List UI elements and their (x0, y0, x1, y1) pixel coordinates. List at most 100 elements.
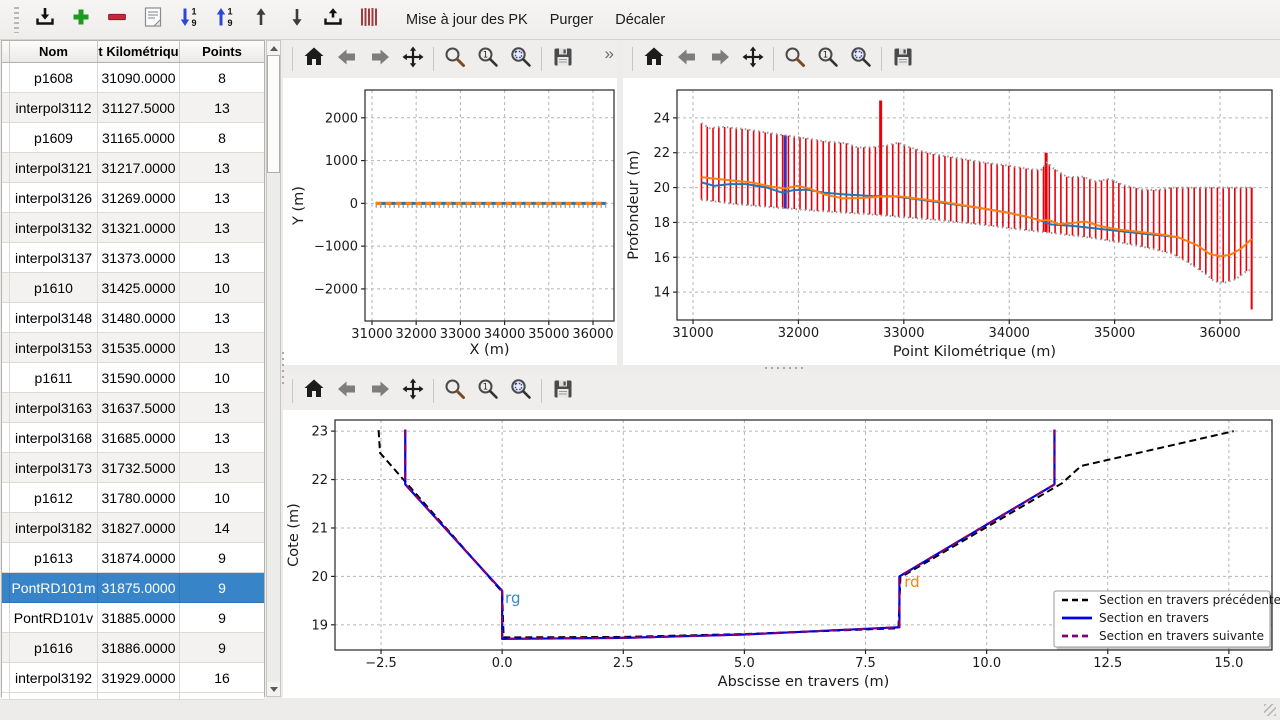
vertical-splitter-grip[interactable] (282, 352, 284, 386)
zoom-one-button[interactable]: 1 (472, 376, 503, 407)
cell-pk: 31874.0000 (98, 543, 180, 573)
table-row[interactable]: interpol3126 31269.0000 13 (2, 183, 264, 213)
save-button[interactable] (887, 44, 918, 75)
cell-pk: 31217.0000 (98, 153, 180, 183)
forward-button[interactable] (364, 44, 395, 75)
toolbar-overflow-chevron[interactable]: » (604, 44, 614, 63)
cell-points: 9 (180, 573, 264, 603)
home-button[interactable] (298, 44, 329, 75)
scroll-up-button[interactable] (267, 41, 280, 55)
table-row[interactable]: interpol3168 31685.0000 13 (2, 423, 264, 453)
menu-item-0[interactable]: Mise à jour des PK (406, 11, 528, 28)
table-row[interactable]: interpol3173 31732.5000 13 (2, 453, 264, 483)
cell-nom: p1612 (10, 483, 98, 513)
table-header-points[interactable]: Points (202, 44, 242, 59)
window-resize-grip[interactable] (1264, 704, 1276, 716)
long-profile-plot-canvas[interactable]: 31000 32000 33000 34000 35000 36000 14 16 18 20 22… (623, 78, 1280, 365)
table-row[interactable]: interpol3137 31373.0000 13 (2, 243, 264, 273)
save-button[interactable] (547, 44, 578, 75)
add-button[interactable] (65, 4, 97, 36)
toolbar-drag-handle[interactable] (14, 6, 19, 33)
table-row[interactable]: interpol3132 31321.0000 13 (2, 213, 264, 243)
row-gutter (2, 273, 10, 303)
zoom-rect-button[interactable] (505, 376, 536, 407)
table-row[interactable]: interpol3192 31929.0000 16 (2, 663, 264, 693)
back-icon (335, 45, 359, 74)
table-row[interactable]: PontRD101m 31875.0000 9 (2, 573, 264, 603)
table-row[interactable]: interpol3121 31217.0000 13 (2, 153, 264, 183)
row-gutter (2, 333, 10, 363)
table-header-nom[interactable]: Nom (10, 41, 98, 62)
home-icon (642, 45, 666, 74)
home-button[interactable] (638, 44, 669, 75)
zoom-one-button[interactable]: 1 (472, 44, 503, 75)
plan-view-plot-canvas[interactable]: 31000 32000 33000 34000 35000 36000 −2000 −1000… (283, 78, 617, 365)
import-button[interactable] (29, 4, 61, 36)
plan-view-panel: 1 » 31000 32000 33000 34000 35000 36000 −2000 −… (283, 40, 617, 365)
table-row[interactable]: p1610 31425.0000 10 (2, 273, 264, 303)
zoom-rect-button[interactable] (505, 44, 536, 75)
svg-text:32000: 32000 (396, 327, 437, 342)
remove-button[interactable] (101, 4, 133, 36)
toolbar-separator (433, 379, 434, 403)
table-row[interactable]: PontRD101v 31885.0000 9 (2, 603, 264, 633)
move-up-button[interactable] (245, 4, 277, 36)
horizontal-splitter-grip[interactable] (765, 367, 805, 369)
menu-item-2[interactable]: Décaler (615, 11, 666, 28)
scrollbar-thumb[interactable] (267, 55, 280, 173)
pan-button[interactable] (397, 376, 428, 407)
forward-button[interactable] (704, 44, 735, 75)
zoom-rect-button[interactable] (845, 44, 876, 75)
table-row[interactable]: p1608 31090.0000 8 (2, 63, 264, 93)
table-row[interactable]: p1612 31780.0000 10 (2, 483, 264, 513)
table-row[interactable]: interpol3182 31827.0000 14 (2, 513, 264, 543)
table-scrollbar[interactable] (266, 40, 281, 697)
svg-text:Point Kilométrique (m): Point Kilométrique (m) (893, 344, 1056, 360)
zoom-button[interactable] (779, 44, 810, 75)
document-button[interactable] (137, 4, 169, 36)
svg-text:7.5: 7.5 (855, 656, 876, 671)
row-gutter (2, 423, 10, 453)
table-row[interactable]: p1616 31886.0000 9 (2, 633, 264, 663)
table-row[interactable]: p1613 31874.0000 9 (2, 543, 264, 573)
cross-section-plot-canvas[interactable]: −2.5 0.0 2.5 5.0 7.5 10.0 12.5 15.0 19 20 21 22 23 Ab… (283, 410, 1280, 698)
table-row[interactable]: interpol3163 31637.5000 13 (2, 393, 264, 423)
home-button[interactable] (298, 376, 329, 407)
table-header-point-kilometrique[interactable]: t Kilométriqu (98, 41, 180, 62)
table-row[interactable]: interpol3148 31480.0000 13 (2, 303, 264, 333)
scroll-down-button[interactable] (267, 682, 280, 696)
table-row[interactable]: interpol3112 31127.5000 13 (2, 93, 264, 123)
cell-points: 13 (180, 303, 264, 333)
table-row[interactable]: p1611 31590.0000 10 (2, 363, 264, 393)
save-button[interactable] (547, 376, 578, 407)
pk-stripes-button[interactable] (353, 4, 385, 36)
back-button[interactable] (331, 44, 362, 75)
svg-text:35000: 35000 (528, 327, 569, 342)
zoom-button[interactable] (439, 376, 470, 407)
pan-button[interactable] (737, 44, 768, 75)
svg-text:34000: 34000 (484, 327, 525, 342)
table-row[interactable]: p1609 31165.0000 8 (2, 123, 264, 153)
move-down-button[interactable] (281, 4, 313, 36)
row-gutter (2, 183, 10, 213)
back-button[interactable] (671, 44, 702, 75)
pan-button[interactable] (397, 44, 428, 75)
zoom-button[interactable] (439, 44, 470, 75)
row-gutter (2, 453, 10, 483)
toolbar-separator (433, 47, 434, 71)
cell-points: 13 (180, 243, 264, 273)
forward-button[interactable] (364, 376, 395, 407)
export-button[interactable] (317, 4, 349, 36)
series-envelope-top (700, 122, 1252, 192)
toolbar-menu-group: Mise à jour des PK Purger Décaler (395, 6, 676, 34)
cell-nom: interpol3112 (10, 93, 98, 123)
back-button[interactable] (331, 376, 362, 407)
table-row[interactable]: interpol3153 31535.0000 13 (2, 333, 264, 363)
menu-item-1[interactable]: Purger (549, 11, 594, 28)
zoom-one-button[interactable]: 1 (812, 44, 843, 75)
